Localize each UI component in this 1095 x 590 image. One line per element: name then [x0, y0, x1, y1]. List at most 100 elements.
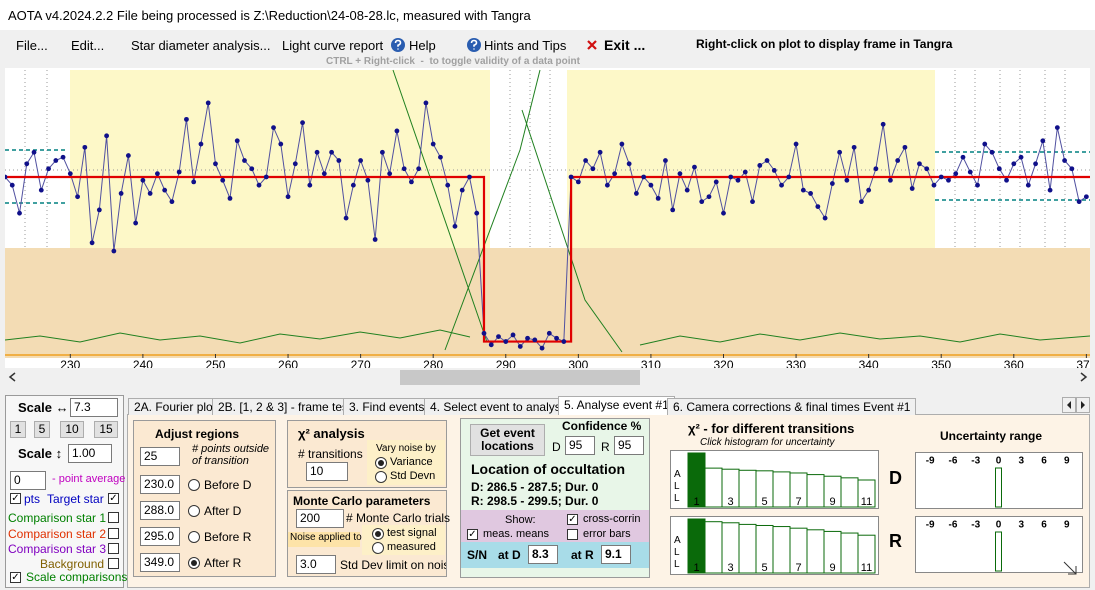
region-input[interactable]: 295.0: [140, 527, 180, 546]
data-point: [728, 174, 734, 180]
d-location: D: 286.5 - 287.5; Dur. 0: [471, 480, 599, 494]
checkbox[interactable]: ✓: [467, 529, 478, 540]
checkbox[interactable]: ✓: [108, 493, 119, 504]
data-point: [953, 171, 959, 177]
data-point: [75, 194, 80, 200]
data-point: [757, 163, 763, 168]
scale-h-input[interactable]: 7.3: [70, 398, 118, 417]
transitions-input[interactable]: 10: [306, 462, 348, 481]
checkbox[interactable]: ✓: [10, 572, 21, 583]
tab[interactable]: 3. Find events: [343, 398, 431, 415]
data-point: [960, 154, 966, 160]
x-tick-label: 260: [278, 358, 298, 372]
checkbox[interactable]: [108, 543, 119, 554]
data-point: [829, 181, 835, 186]
radio[interactable]: [188, 557, 200, 569]
scale-button[interactable]: 5: [34, 421, 50, 438]
radio[interactable]: [188, 505, 200, 517]
data-point: [307, 182, 313, 188]
adjust-regions-panel: [133, 420, 276, 577]
data-point: [89, 240, 95, 246]
confidence-title: Confidence %: [562, 419, 642, 433]
panel-title: χ² analysis: [298, 426, 365, 441]
tab[interactable]: 4. Select event to analyse: [424, 398, 574, 415]
data-point: [452, 223, 458, 229]
histogram-title: χ² - for different transitions: [688, 421, 855, 436]
data-point: [793, 141, 799, 147]
radio[interactable]: [188, 479, 200, 491]
menu-item[interactable]: Hints and Tips: [484, 38, 567, 53]
scroll-thumb[interactable]: [400, 370, 640, 385]
menu-item[interactable]: Edit...: [71, 38, 105, 53]
r-confidence[interactable]: 95: [614, 436, 644, 455]
checkbox[interactable]: [108, 512, 119, 523]
checkbox[interactable]: ✓: [10, 493, 21, 504]
radio[interactable]: [188, 531, 200, 543]
data-point: [851, 144, 857, 150]
checkbox[interactable]: [108, 558, 119, 569]
scale-button[interactable]: 15: [94, 421, 118, 438]
menu-item[interactable]: Light curve report: [282, 38, 384, 53]
scale-button[interactable]: 1: [10, 421, 26, 438]
histogram-bar: [772, 526, 791, 574]
tab-active[interactable]: 5. Analyse event #1: [558, 396, 675, 415]
tab[interactable]: 2A. Fourier plot: [128, 398, 223, 415]
radio[interactable]: [375, 457, 387, 469]
region-input[interactable]: 349.0: [140, 553, 180, 572]
uncertainty-tick-label: -3: [971, 456, 980, 467]
checkbox[interactable]: ✓: [567, 514, 578, 525]
limit-input[interactable]: 3.0: [296, 555, 336, 574]
series-label: Scale comparisons: [26, 570, 128, 584]
d-confidence[interactable]: 95: [565, 436, 595, 455]
data-point: [764, 158, 770, 163]
data-point: [184, 116, 189, 122]
x-tick-label: 320: [713, 358, 733, 372]
histogram-category: 1: [693, 496, 699, 508]
radio[interactable]: [372, 528, 384, 540]
menu-item[interactable]: Help: [409, 38, 436, 53]
data-point: [771, 167, 777, 173]
series-label: Target star: [47, 492, 104, 506]
uncertainty-tick-label: 3: [1018, 520, 1024, 531]
menu-item[interactable]: Star diameter analysis...: [131, 38, 271, 53]
data-point: [938, 174, 944, 180]
data-point: [481, 330, 487, 336]
histogram-bar: [840, 532, 859, 574]
sn-r: 9.1: [601, 545, 631, 564]
data-point: [750, 199, 755, 205]
data-point: [409, 179, 414, 185]
get-event-button[interactable]: Get event locations: [470, 424, 545, 456]
region-input[interactable]: 230.0: [140, 475, 180, 494]
show-label: Show:: [505, 514, 536, 526]
trials-input[interactable]: 200: [296, 509, 344, 528]
d-label: D: [552, 440, 561, 454]
point-average-select[interactable]: 0: [10, 471, 46, 490]
checkbox[interactable]: [567, 529, 578, 540]
checkbox[interactable]: [108, 528, 119, 539]
radio[interactable]: [372, 542, 384, 554]
data-point: [394, 128, 400, 134]
menu-item[interactable]: File...: [16, 38, 48, 53]
region-input[interactable]: 288.0: [140, 501, 180, 520]
data-point: [641, 174, 647, 180]
radio[interactable]: [375, 471, 387, 483]
data-point: [713, 179, 719, 185]
data-point: [372, 237, 378, 242]
scroll-arrows[interactable]: [8, 372, 1088, 382]
scale-v-input[interactable]: 1.00: [68, 444, 112, 463]
light-curve-plot[interactable]: 230 240 250 260 270 280 290 300 310 320 330 340 350 3…: [0, 0, 1095, 386]
data-point: [191, 179, 197, 185]
scale-button[interactable]: 10: [60, 421, 84, 438]
data-point: [996, 166, 1002, 172]
noise-label: Noise applied to: [288, 532, 362, 547]
window-title: AOTA v4.2024.2.2 File being processed is…: [8, 8, 531, 23]
menu-item[interactable]: Exit ...: [604, 37, 646, 53]
tab-scroll[interactable]: [1062, 397, 1090, 413]
tab[interactable]: 2B. [1, 2 & 3] - frame test: [212, 398, 358, 415]
data-point: [1047, 187, 1053, 193]
data-point: [46, 166, 51, 172]
tab[interactable]: 6. Camera corrections & final times Even…: [667, 398, 917, 415]
points-input[interactable]: 25: [140, 447, 180, 466]
